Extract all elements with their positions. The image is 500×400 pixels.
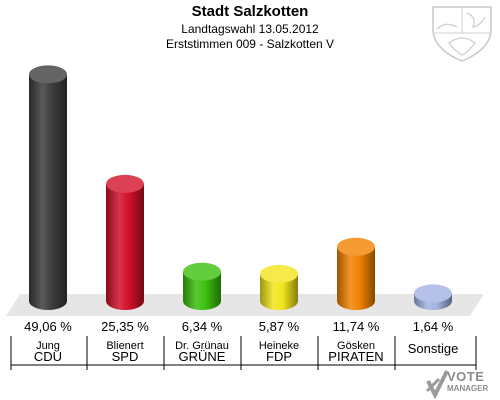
candidate-label: Blienert <box>106 340 143 352</box>
bar-body <box>29 74 67 310</box>
bar-cap <box>414 284 452 303</box>
bar-sonstige <box>414 284 452 310</box>
bar-cap <box>29 65 67 84</box>
vote-check-icon <box>425 370 449 399</box>
bar-body <box>183 271 221 310</box>
bar-body <box>260 273 298 310</box>
bar-body <box>106 183 144 310</box>
party-label: SPD <box>112 349 139 364</box>
logo-text-manager: MANAGER <box>447 384 489 393</box>
value-label: 49,06 % <box>24 319 72 334</box>
bar-piraten <box>337 237 375 310</box>
chart-subtitle: Landtagswahl 13.05.2012 <box>181 22 319 36</box>
bar-cap <box>260 264 298 283</box>
chart-title: Stadt Salzkotten <box>191 3 309 20</box>
logo-text-vote: VOTE <box>447 369 485 384</box>
value-label: 11,74 % <box>333 319 380 334</box>
candidate-label: Dr. Grünau <box>175 340 229 352</box>
vote-manager-logo: VOTE MANAGER <box>425 367 500 400</box>
candidate-label: Gösken <box>337 340 375 352</box>
bar-body <box>337 246 375 310</box>
value-label: 25,35 % <box>101 319 149 334</box>
value-label: 5,87 % <box>259 319 300 334</box>
party-label: CDU <box>34 349 62 364</box>
bar-cap <box>183 262 221 281</box>
candidate-label: Jung <box>36 340 60 352</box>
coat-of-arms-icon <box>432 6 492 62</box>
candidate-label: Heineke <box>259 340 299 352</box>
party-label: FDP <box>266 349 292 364</box>
bar-cap <box>106 174 144 193</box>
chart-subsubtitle: Erststimmen 009 - Salzkotten V <box>165 37 335 51</box>
chart-floor <box>6 294 484 316</box>
bar-spd <box>106 174 144 310</box>
value-label: 6,34 % <box>182 319 223 334</box>
party-label: Sonstige <box>408 341 459 356</box>
party-label: GRÜNE <box>179 349 226 364</box>
bar-fdp <box>260 264 298 310</box>
value-label: 1,64 % <box>413 319 454 334</box>
bar-cap <box>337 237 375 256</box>
party-label: PIRATEN <box>328 349 383 364</box>
bar-grüne <box>183 262 221 310</box>
bar-cdu <box>29 65 67 310</box>
